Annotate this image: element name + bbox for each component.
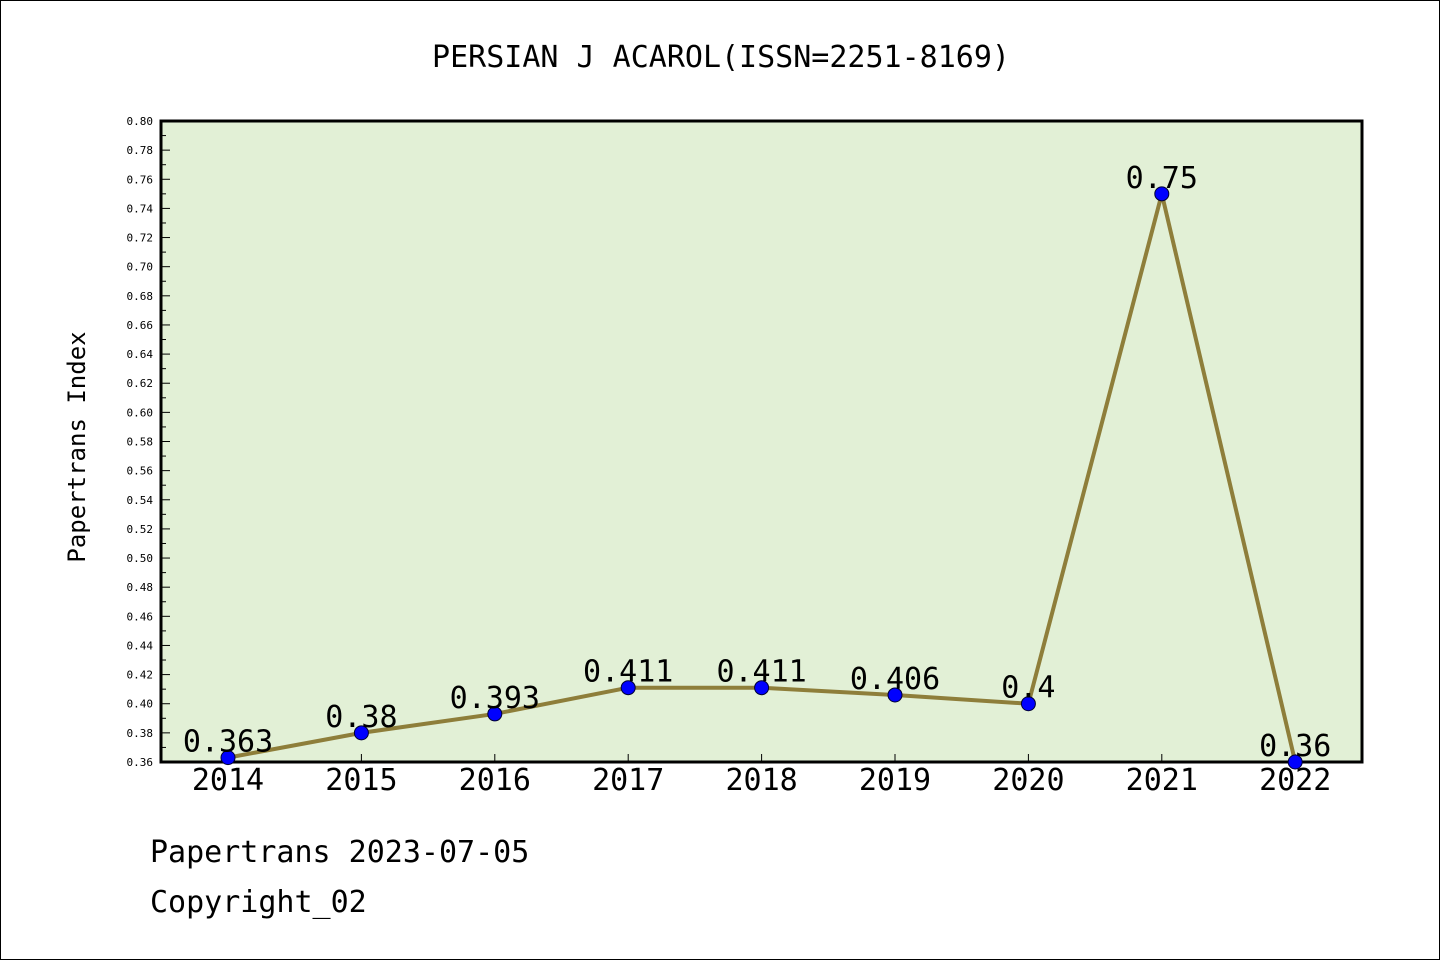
data-points xyxy=(220,186,1303,770)
y-tick-label: 0.42 xyxy=(127,669,154,682)
footer-date: Papertrans 2023-07-05 xyxy=(150,835,530,870)
y-tick-label: 0.58 xyxy=(127,436,154,449)
y-tick-label: 0.70 xyxy=(127,261,154,274)
x-tick-label: 2019 xyxy=(859,763,931,798)
data-label: 0.406 xyxy=(850,662,940,697)
y-tick-label: 0.44 xyxy=(127,639,154,652)
y-tick-label: 0.54 xyxy=(127,494,154,507)
data-label: 0.4 xyxy=(1001,671,1055,706)
y-tick-label: 0.56 xyxy=(127,465,154,478)
y-tick-label: 0.50 xyxy=(127,552,154,565)
y-axis-label: Papertrans Index xyxy=(63,331,91,562)
x-axis: 2014 2015 2016 2017 2018 2019 2020 2021 2022 xyxy=(192,754,1331,798)
chart-title: PERSIAN J ACAROL(ISSN=2251-8169) xyxy=(432,40,1010,75)
y-tick-label: 0.68 xyxy=(127,290,154,303)
y-tick-label: 0.60 xyxy=(127,406,154,419)
data-point xyxy=(353,725,369,741)
y-tick-label: 0.36 xyxy=(127,756,154,769)
footer-copyright: Copyright_02 xyxy=(150,885,367,920)
data-point xyxy=(620,680,636,696)
data-point xyxy=(220,750,236,766)
data-label: 0.411 xyxy=(716,655,806,690)
data-label: 0.75 xyxy=(1126,161,1198,196)
data-point xyxy=(487,706,503,722)
y-tick-label: 0.52 xyxy=(127,523,154,536)
data-point xyxy=(1154,186,1170,202)
y-tick-label: 0.46 xyxy=(127,610,154,623)
data-point xyxy=(1020,696,1036,712)
y-tick-label: 0.80 xyxy=(127,115,154,128)
x-tick-label: 2014 xyxy=(192,763,264,798)
data-label: 0.36 xyxy=(1259,729,1331,764)
y-tick-label: 0.66 xyxy=(127,319,154,332)
x-tick-label: 2017 xyxy=(592,763,664,798)
y-tick-label: 0.74 xyxy=(127,202,154,215)
x-tick-label: 2020 xyxy=(992,763,1064,798)
data-labels: 0.363 0.38 0.393 0.411 0.411 0.406 0.4 0.75 0.36 xyxy=(183,161,1331,764)
data-label: 0.38 xyxy=(325,700,397,735)
y-tick-label: 0.38 xyxy=(127,727,154,740)
data-point xyxy=(887,687,903,703)
y-axis: 0.36 0.38 0.40 0.42 0.44 0.46 0.48 0.50 0.52 0.54… xyxy=(127,115,170,769)
data-label: 0.411 xyxy=(583,655,673,690)
y-tick-label: 0.76 xyxy=(127,173,154,186)
x-tick-label: 2021 xyxy=(1126,763,1198,798)
x-tick-label: 2015 xyxy=(325,763,397,798)
y-tick-label: 0.48 xyxy=(127,581,154,594)
y-tick-label: 0.40 xyxy=(127,698,154,711)
x-tick-label: 2018 xyxy=(725,763,797,798)
y-tick-label: 0.62 xyxy=(127,377,154,390)
y-tick-label: 0.64 xyxy=(127,348,154,361)
data-point xyxy=(1287,754,1303,770)
x-tick-label: 2016 xyxy=(459,763,531,798)
y-tick-label: 0.72 xyxy=(127,232,154,245)
data-label: 0.393 xyxy=(450,681,540,716)
data-point xyxy=(754,680,770,696)
y-tick-label: 0.78 xyxy=(127,144,154,157)
data-label: 0.363 xyxy=(183,725,273,760)
plot-area xyxy=(159,119,1364,764)
